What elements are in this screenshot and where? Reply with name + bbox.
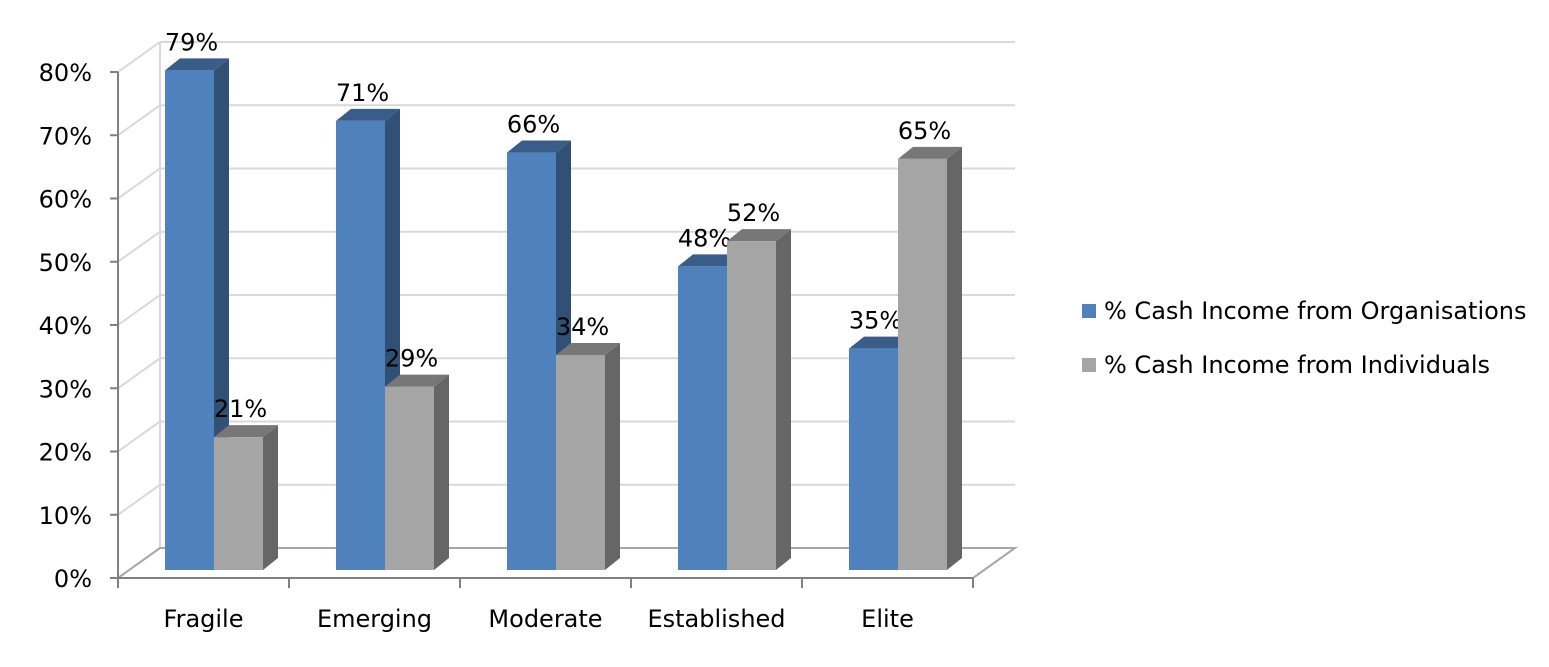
legend-swatch-individuals xyxy=(1082,358,1096,372)
data-label: 52% xyxy=(727,199,780,227)
y-tick-label: 20% xyxy=(39,439,92,467)
data-label: 29% xyxy=(385,345,438,373)
bar xyxy=(898,158,947,570)
gridline-side xyxy=(117,167,161,200)
data-label: 21% xyxy=(214,395,267,423)
y-tick-label: 70% xyxy=(39,122,92,150)
bar xyxy=(336,120,385,571)
x-tick-label: Fragile xyxy=(164,605,244,633)
bar xyxy=(849,348,898,570)
legend-label-organisations: % Cash Income from Organisations xyxy=(1104,297,1527,325)
bar-side xyxy=(776,229,791,570)
data-label: 66% xyxy=(507,111,560,139)
bar xyxy=(727,241,776,570)
gridline-side xyxy=(117,41,161,73)
y-tick-label: 30% xyxy=(39,375,92,403)
bar-top xyxy=(385,374,449,387)
y-tick-label: 10% xyxy=(39,502,92,530)
gridline-side xyxy=(117,104,161,137)
y-tick-label: 0% xyxy=(54,565,92,593)
bar xyxy=(556,354,605,570)
gridline-side xyxy=(117,230,161,263)
data-label: 35% xyxy=(849,307,902,335)
bar-top xyxy=(678,254,742,267)
bar xyxy=(385,386,434,570)
bar-top xyxy=(727,229,791,242)
x-tick-label: Moderate xyxy=(488,605,602,633)
bar xyxy=(165,70,214,570)
data-label: 71% xyxy=(336,79,389,107)
bar-side xyxy=(434,374,449,570)
data-label: 65% xyxy=(898,117,951,145)
gridline-side xyxy=(117,420,161,453)
gridline-side xyxy=(117,357,161,390)
x-tick-label: Emerging xyxy=(317,605,432,633)
bar xyxy=(214,437,263,570)
legend-swatch-organisations xyxy=(1082,304,1096,318)
bar-top xyxy=(214,425,278,438)
data-label: 34% xyxy=(556,313,609,341)
bar-side xyxy=(947,146,962,570)
gridline-side xyxy=(117,294,161,326)
x-tick-label: Established xyxy=(647,605,785,633)
data-label: 48% xyxy=(678,224,731,252)
bar-top xyxy=(898,146,962,159)
legend-item-organisations: % Cash Income from Organisations xyxy=(1082,284,1527,338)
legend-label-individuals: % Cash Income from Individuals xyxy=(1104,351,1491,379)
y-tick-label: 40% xyxy=(39,312,92,340)
bar-top xyxy=(849,336,913,349)
gridline-side xyxy=(117,483,161,516)
y-tick-label: 50% xyxy=(39,249,92,277)
bar-side xyxy=(605,342,620,570)
data-label: 79% xyxy=(165,28,218,56)
legend-item-individuals: % Cash Income from Individuals xyxy=(1082,338,1527,392)
bar-top xyxy=(336,108,400,121)
bar-top xyxy=(165,58,229,71)
bar xyxy=(507,152,556,571)
bar-side xyxy=(263,425,278,570)
bar-top xyxy=(556,342,620,355)
y-tick-label: 80% xyxy=(39,59,92,87)
y-tick-label: 60% xyxy=(39,186,92,214)
legend: % Cash Income from Organisations % Cash … xyxy=(1082,284,1527,392)
x-tick-label: Elite xyxy=(861,605,914,633)
bar-top xyxy=(507,140,571,153)
bar xyxy=(678,266,727,570)
